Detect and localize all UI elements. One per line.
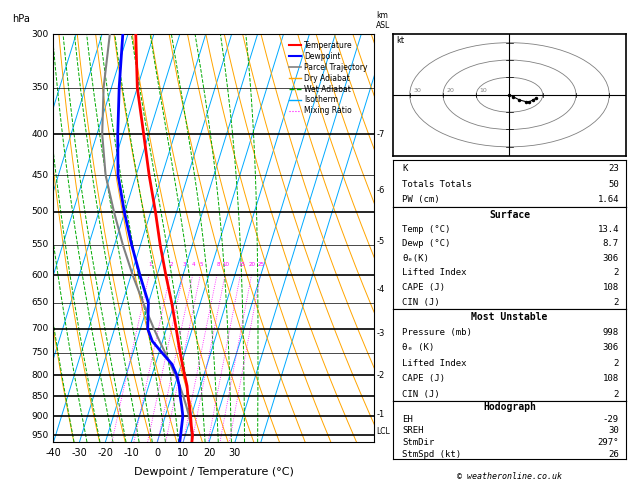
Text: 306: 306 — [603, 254, 619, 263]
Text: Lifted Index: Lifted Index — [403, 359, 467, 368]
Text: 550: 550 — [31, 241, 48, 249]
Text: 108: 108 — [603, 374, 619, 383]
Text: -5: -5 — [376, 237, 384, 246]
Text: 4: 4 — [192, 262, 196, 267]
Text: 1.64: 1.64 — [598, 195, 619, 204]
Text: 950: 950 — [31, 431, 48, 439]
Text: 900: 900 — [31, 412, 48, 421]
Text: Hodograph: Hodograph — [483, 402, 536, 412]
Text: -29: -29 — [603, 415, 619, 423]
Text: Temp (°C): Temp (°C) — [403, 225, 451, 234]
Text: 5: 5 — [200, 262, 203, 267]
Text: 30: 30 — [413, 88, 421, 93]
Text: -40: -40 — [45, 449, 62, 458]
Text: CAPE (J): CAPE (J) — [403, 283, 445, 292]
Text: -6: -6 — [376, 186, 384, 195]
Text: 50: 50 — [608, 180, 619, 189]
Text: 0: 0 — [154, 449, 160, 458]
Text: 1: 1 — [148, 262, 152, 267]
Text: CIN (J): CIN (J) — [403, 297, 440, 307]
Text: hPa: hPa — [13, 14, 30, 24]
Text: 300: 300 — [31, 30, 48, 38]
Text: 306: 306 — [603, 343, 619, 352]
Text: 20: 20 — [203, 449, 215, 458]
Text: 23: 23 — [608, 164, 619, 174]
Text: -30: -30 — [72, 449, 87, 458]
Text: -20: -20 — [97, 449, 113, 458]
Text: 10: 10 — [223, 262, 230, 267]
X-axis label: Dewpoint / Temperature (°C): Dewpoint / Temperature (°C) — [134, 467, 294, 477]
Text: Totals Totals: Totals Totals — [403, 180, 472, 189]
Text: 10: 10 — [177, 449, 189, 458]
Text: kt: kt — [396, 35, 404, 45]
Text: 297°: 297° — [598, 438, 619, 447]
Text: 10: 10 — [479, 88, 487, 93]
Text: -10: -10 — [123, 449, 139, 458]
Text: 15: 15 — [238, 262, 245, 267]
Text: CAPE (J): CAPE (J) — [403, 374, 445, 383]
Text: 500: 500 — [31, 207, 48, 216]
Text: km
ASL: km ASL — [376, 11, 391, 30]
Text: 800: 800 — [31, 371, 48, 380]
Text: StmSpd (kt): StmSpd (kt) — [403, 450, 462, 458]
Text: 20: 20 — [447, 88, 454, 93]
Text: Lifted Index: Lifted Index — [403, 268, 467, 278]
Text: Pressure (mb): Pressure (mb) — [403, 328, 472, 337]
Text: 650: 650 — [31, 298, 48, 308]
Text: 8: 8 — [216, 262, 220, 267]
Text: θₑ(K): θₑ(K) — [403, 254, 430, 263]
Text: 350: 350 — [31, 83, 48, 92]
Text: θₑ (K): θₑ (K) — [403, 343, 435, 352]
Text: Mixing Ratio (g/kg): Mixing Ratio (g/kg) — [596, 198, 604, 278]
Text: 700: 700 — [31, 324, 48, 333]
Text: 30: 30 — [608, 426, 619, 435]
Text: 30: 30 — [229, 449, 241, 458]
Text: 20: 20 — [249, 262, 256, 267]
Text: 2: 2 — [613, 389, 619, 399]
Text: 998: 998 — [603, 328, 619, 337]
Text: -7: -7 — [376, 130, 384, 139]
Text: Surface: Surface — [489, 209, 530, 220]
Text: 450: 450 — [31, 171, 48, 179]
Text: 26: 26 — [608, 450, 619, 458]
Text: -1: -1 — [376, 410, 384, 419]
Text: LCL: LCL — [376, 427, 390, 436]
Text: PW (cm): PW (cm) — [403, 195, 440, 204]
Text: 600: 600 — [31, 271, 48, 279]
Text: 400: 400 — [31, 130, 48, 139]
Legend: Temperature, Dewpoint, Parcel Trajectory, Dry Adiabat, Wet Adiabat, Isotherm, Mi: Temperature, Dewpoint, Parcel Trajectory… — [286, 38, 370, 119]
Text: StmDir: StmDir — [403, 438, 435, 447]
Text: 108: 108 — [603, 283, 619, 292]
Text: 2: 2 — [613, 268, 619, 278]
Text: © weatheronline.co.uk: © weatheronline.co.uk — [457, 472, 562, 481]
Text: 13.4: 13.4 — [598, 225, 619, 234]
Text: CIN (J): CIN (J) — [403, 389, 440, 399]
Text: 2: 2 — [613, 359, 619, 368]
Text: 750: 750 — [31, 348, 48, 357]
Text: 8.7: 8.7 — [603, 239, 619, 248]
Text: EH: EH — [403, 415, 413, 423]
Text: K: K — [403, 164, 408, 174]
Text: 2: 2 — [170, 262, 173, 267]
Text: 3: 3 — [182, 262, 186, 267]
Text: -3: -3 — [376, 329, 384, 338]
Text: 850: 850 — [31, 392, 48, 401]
Text: 25: 25 — [258, 262, 265, 267]
Text: 2: 2 — [613, 297, 619, 307]
Text: Dewp (°C): Dewp (°C) — [403, 239, 451, 248]
Text: -4: -4 — [376, 285, 384, 294]
Text: -2: -2 — [376, 371, 384, 380]
Text: Most Unstable: Most Unstable — [471, 312, 548, 322]
Text: SREH: SREH — [403, 426, 424, 435]
